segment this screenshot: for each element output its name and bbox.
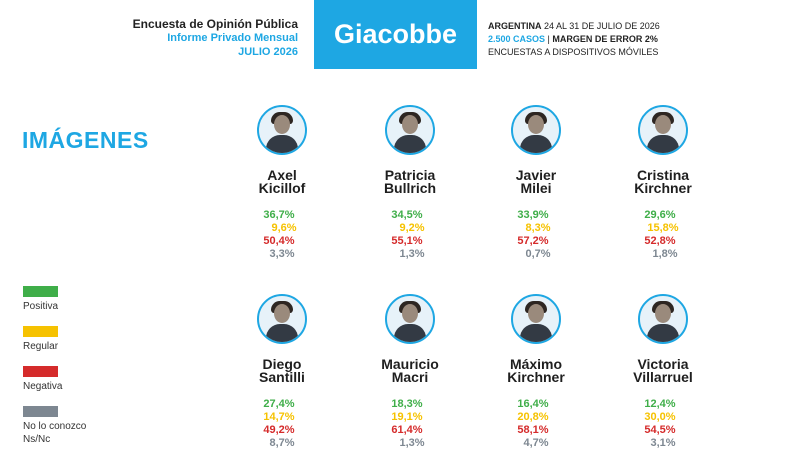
value-positiva: 33,9%	[517, 209, 549, 221]
candidate-name: Cristina Kirchner	[634, 167, 692, 196]
value-negativa: 54,5%	[644, 424, 676, 436]
value-negativa: 61,4%	[391, 424, 423, 436]
value-no-conozco: 3,1%	[650, 437, 676, 449]
survey-country: ARGENTINA	[488, 21, 542, 31]
value-no-conozco: 1,3%	[399, 248, 425, 260]
candidate-photo	[638, 105, 688, 155]
legend-item-no-conozco: No lo conozco Ns/Nc	[23, 406, 86, 446]
value-regular: 19,1%	[391, 411, 423, 423]
value-regular: 9,6%	[271, 222, 297, 234]
value-positiva: 29,6%	[644, 209, 676, 221]
value-negativa: 58,1%	[517, 424, 549, 436]
value-no-conozco: 3,3%	[269, 248, 295, 260]
legend-label-no-conozco: No lo conozco	[23, 421, 87, 432]
value-positiva: 18,3%	[391, 398, 423, 410]
candidate-photo	[511, 105, 561, 155]
candidate-values: 33,9% 8,3% 57,2% 0,7%	[471, 209, 601, 261]
value-no-conozco: 1,8%	[652, 248, 678, 260]
value-no-conozco: 0,7%	[525, 248, 551, 260]
candidate-name: Patricia Bullrich	[383, 167, 437, 196]
value-regular: 20,8%	[517, 411, 549, 423]
candidate-photo	[511, 294, 561, 344]
legend-swatch-negativa	[23, 366, 58, 377]
value-regular: 30,0%	[644, 411, 676, 423]
legend-item-negativa: Negativa	[23, 366, 62, 393]
candidate-photo	[638, 294, 688, 344]
survey-info: ARGENTINA 24 AL 31 DE JULIO DE 2026 2.50…	[488, 20, 660, 59]
value-positiva: 34,5%	[391, 209, 423, 221]
legend-label-regular: Regular	[23, 341, 59, 352]
candidate-card: Axel Kicillof 36,7% 9,6% 50,4% 3,3%	[217, 105, 347, 261]
candidate-photo	[385, 105, 435, 155]
candidate-card: Patricia Bullrich 34,5% 9,2% 55,1% 1,3%	[345, 105, 475, 261]
candidate-name: Javier Milei	[515, 167, 557, 196]
candidate-values: 16,4% 20,8% 58,1% 4,7%	[471, 398, 601, 450]
legend-label-nsnc: Ns/Nc	[23, 434, 51, 445]
survey-period: 24 AL 31 DE JULIO DE 2026	[544, 21, 660, 31]
value-no-conozco: 4,7%	[523, 437, 549, 449]
value-negativa: 55,1%	[391, 235, 423, 247]
candidate-card: Diego Santilli 27,4% 14,7% 49,2% 8,7%	[217, 294, 347, 450]
value-no-conozco: 8,7%	[269, 437, 295, 449]
candidate-name: Máximo Kirchner	[507, 356, 565, 385]
legend-item-positiva: Positiva	[23, 286, 58, 313]
candidate-values: 34,5% 9,2% 55,1% 1,3%	[345, 209, 475, 261]
value-negativa: 49,2%	[263, 424, 295, 436]
survey-cases-line: 2.500 CASOS | MARGEN DE ERROR 2%	[488, 34, 658, 44]
candidate-values: 12,4% 30,0% 54,5% 3,1%	[598, 398, 728, 450]
value-positiva: 16,4%	[517, 398, 549, 410]
report-title: Encuesta de Opinión Pública	[132, 17, 298, 31]
report-date: JULIO 2026	[238, 46, 298, 58]
value-regular: 15,8%	[647, 222, 679, 234]
value-negativa: 50,4%	[263, 235, 295, 247]
candidate-values: 27,4% 14,7% 49,2% 8,7%	[217, 398, 347, 450]
candidate-name: Axel Kicillof	[258, 167, 306, 196]
candidate-photo	[385, 294, 435, 344]
legend-label-positiva: Positiva	[23, 301, 59, 312]
report-subtitle: Informe Privado Mensual	[167, 32, 298, 44]
candidate-photo	[257, 105, 307, 155]
value-positiva: 12,4%	[644, 398, 676, 410]
candidate-card: Javier Milei 33,9% 8,3% 57,2% 0,7%	[471, 105, 601, 261]
legend-swatch-positiva	[23, 286, 58, 297]
value-negativa: 52,8%	[644, 235, 676, 247]
legend-label-negativa: Negativa	[23, 381, 63, 392]
value-regular: 8,3%	[525, 222, 551, 234]
section-title: IMÁGENES	[22, 127, 149, 153]
legend-swatch-regular	[23, 326, 58, 337]
candidate-values: 36,7% 9,6% 50,4% 3,3%	[217, 209, 347, 261]
candidate-values: 18,3% 19,1% 61,4% 1,3%	[345, 398, 475, 450]
candidate-card: Máximo Kirchner 16,4% 20,8% 58,1% 4,7%	[471, 294, 601, 450]
survey-cases: 2.500 CASOS	[488, 34, 546, 44]
legend-swatch-no-conozco	[23, 406, 58, 417]
candidate-values: 29,6% 15,8% 52,8% 1,8%	[598, 209, 728, 261]
candidate-name: Victoria Villarruel	[633, 356, 693, 385]
candidate-name: Diego Santilli	[259, 356, 305, 385]
value-positiva: 27,4%	[263, 398, 295, 410]
value-negativa: 57,2%	[517, 235, 549, 247]
survey-margin: MARGEN DE ERROR 2%	[552, 34, 658, 44]
candidate-name: Mauricio Macri	[381, 356, 439, 385]
brand-logo: Giacobbe	[314, 0, 477, 69]
candidate-card: Cristina Kirchner 29,6% 15,8% 52,8% 1,8%	[598, 105, 728, 261]
value-regular: 9,2%	[399, 222, 425, 234]
legend-item-regular: Regular	[23, 326, 58, 353]
survey-method: ENCUESTAS A DISPOSITIVOS MÓVILES	[488, 47, 659, 57]
candidate-photo	[257, 294, 307, 344]
value-regular: 14,7%	[263, 411, 295, 423]
survey-period-line: ARGENTINA 24 AL 31 DE JULIO DE 2026	[488, 20, 660, 33]
candidate-card: Victoria Villarruel 12,4% 30,0% 54,5% 3,1…	[598, 294, 728, 450]
value-no-conozco: 1,3%	[399, 437, 425, 449]
value-positiva: 36,7%	[263, 209, 295, 221]
candidate-card: Mauricio Macri 18,3% 19,1% 61,4% 1,3%	[345, 294, 475, 450]
report-header: Encuesta de Opinión Pública Informe Priv…	[133, 17, 298, 59]
